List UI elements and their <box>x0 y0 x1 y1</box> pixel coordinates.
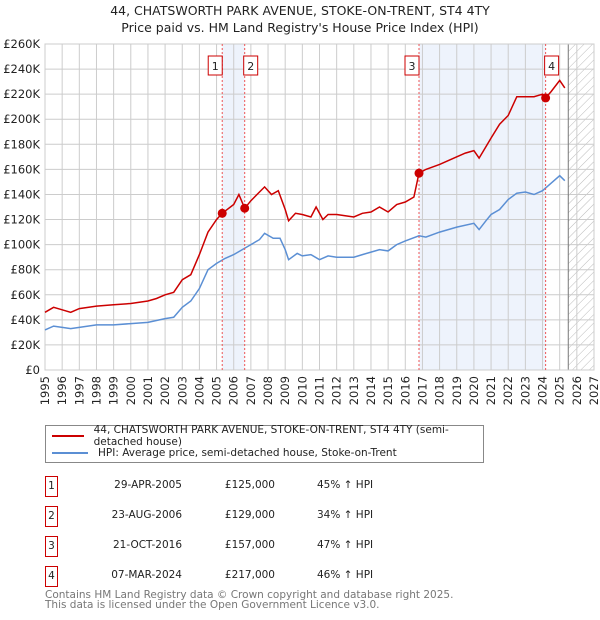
transaction-price: £129,000 <box>224 509 275 521</box>
transaction-hpi-change: 34% ↑ HPI <box>317 509 374 521</box>
x-tick-label: 2000 <box>124 376 138 405</box>
transaction-number-badge: 2 <box>45 506 58 527</box>
transaction-number-badge: 3 <box>45 536 58 557</box>
transaction-date: 07-MAR-2024 <box>111 569 182 581</box>
sale-point <box>240 203 250 213</box>
transaction-hpi-change: 46% ↑ HPI <box>317 569 374 581</box>
x-tick-label: 2003 <box>175 376 189 405</box>
chart-subtitle: Price paid vs. HM Land Registry's House … <box>121 20 479 35</box>
y-tick-label: £0 <box>25 363 40 377</box>
x-tick-label: 2020 <box>467 376 481 405</box>
x-tick-label: 1999 <box>107 376 121 405</box>
transaction-hpi-change: 45% ↑ HPI <box>317 479 374 491</box>
y-tick-label: £200K <box>3 112 40 126</box>
transaction-hpi-change: 47% ↑ HPI <box>317 539 374 551</box>
transaction-price: £125,000 <box>224 479 275 491</box>
transaction-price: £157,000 <box>224 539 275 551</box>
plot-frame <box>44 43 595 371</box>
x-tick-label: 2026 <box>570 376 584 405</box>
x-tick-label: 2001 <box>141 376 155 405</box>
legend-item-hpi: HPI: Average price, semi-detached house,… <box>46 445 397 461</box>
sale-point <box>414 168 424 178</box>
sale-number-box <box>243 55 259 76</box>
x-tick-label: 2027 <box>587 376 600 405</box>
y-tick-label: £60K <box>11 288 41 302</box>
x-tick-label: 2019 <box>450 376 464 405</box>
y-tick-label: £220K <box>3 87 40 101</box>
footer-line-2: This data is licensed under the Open Gov… <box>45 599 380 611</box>
hpi-line-swatch <box>52 452 88 454</box>
transaction-number-badge: 1 <box>45 476 58 497</box>
x-tick-label: 2012 <box>330 376 344 405</box>
chart-title: 44, CHATSWORTH PARK AVENUE, STOKE-ON-TRE… <box>110 3 490 18</box>
x-tick-label: 2023 <box>518 376 532 405</box>
transaction-date: 21-OCT-2016 <box>113 539 182 551</box>
sale-number-label: 2 <box>247 60 254 73</box>
y-tick-label: £140K <box>3 187 40 201</box>
y-tick-label: £260K <box>3 37 40 51</box>
x-tick-label: 2011 <box>313 376 327 405</box>
x-tick-label: 2006 <box>227 376 241 405</box>
legend: 44, CHATSWORTH PARK AVENUE, STOKE-ON-TRE… <box>45 424 484 463</box>
sale-number-label: 1 <box>212 60 219 73</box>
y-tick-label: £240K <box>3 62 40 76</box>
transaction-number-badge: 4 <box>45 566 58 587</box>
x-tick-label: 2013 <box>347 376 361 405</box>
x-tick-label: 2010 <box>295 376 309 405</box>
transaction-date: 29-APR-2005 <box>114 479 182 491</box>
x-tick-label: 2018 <box>433 376 447 405</box>
sale-number-label: 3 <box>409 60 416 73</box>
x-tick-label: 1996 <box>55 376 69 405</box>
sale-number-box <box>404 55 420 76</box>
x-tick-label: 2021 <box>484 376 498 405</box>
x-tick-label: 2016 <box>398 376 412 405</box>
y-tick-label: £100K <box>3 238 40 252</box>
y-tick-label: £160K <box>3 162 40 176</box>
x-tick-label: 2009 <box>278 376 292 405</box>
y-tick-label: £40K <box>11 313 41 327</box>
sale-number-label: 4 <box>548 60 555 73</box>
sale-point <box>217 208 227 218</box>
sale-number-box <box>544 55 560 76</box>
x-tick-label: 1998 <box>89 376 103 405</box>
x-tick-label: 2007 <box>244 376 258 405</box>
transaction-date: 23-AUG-2006 <box>111 509 182 521</box>
y-tick-label: £120K <box>3 213 40 227</box>
x-tick-label: 2015 <box>381 376 395 405</box>
y-tick-label: £20K <box>11 338 41 352</box>
x-tick-label: 2004 <box>192 376 206 405</box>
x-tick-label: 2008 <box>261 376 275 405</box>
shaded-period <box>419 44 546 370</box>
x-tick-label: 2002 <box>158 376 172 405</box>
x-tick-label: 2005 <box>210 376 224 405</box>
sale-number-box <box>207 55 223 76</box>
x-tick-label: 2022 <box>501 376 515 405</box>
footer-line-1: Contains HM Land Registry data © Crown c… <box>45 589 454 601</box>
x-tick-label: 2024 <box>536 376 550 405</box>
footer: Contains HM Land Registry data © Crown c… <box>45 589 454 611</box>
transaction-price: £217,000 <box>224 569 275 581</box>
legend-label-hpi: HPI: Average price, semi-detached house,… <box>98 447 397 459</box>
property-series-line <box>44 79 566 314</box>
legend-label-property: 44, CHATSWORTH PARK AVENUE, STOKE-ON-TRE… <box>93 424 449 448</box>
price-chart: £0 £20K £40K £60K £80K £100K £120K £140K £160K £1… <box>3 37 600 405</box>
x-tick-label: 2017 <box>415 376 429 405</box>
forecast-hatch <box>568 44 594 370</box>
property-line-swatch <box>52 435 84 437</box>
legend-item-property: 44, CHATSWORTH PARK AVENUE, STOKE-ON-TRE… <box>46 424 483 448</box>
x-tick-label: 2014 <box>364 376 378 405</box>
x-tick-label: 1995 <box>38 376 52 405</box>
y-tick-label: £80K <box>11 263 41 277</box>
x-tick-label: 1997 <box>72 376 86 405</box>
x-tick-label: 2025 <box>553 376 567 405</box>
hpi-series-line <box>44 174 566 331</box>
sale-point <box>541 93 551 103</box>
y-tick-label: £180K <box>3 137 40 151</box>
